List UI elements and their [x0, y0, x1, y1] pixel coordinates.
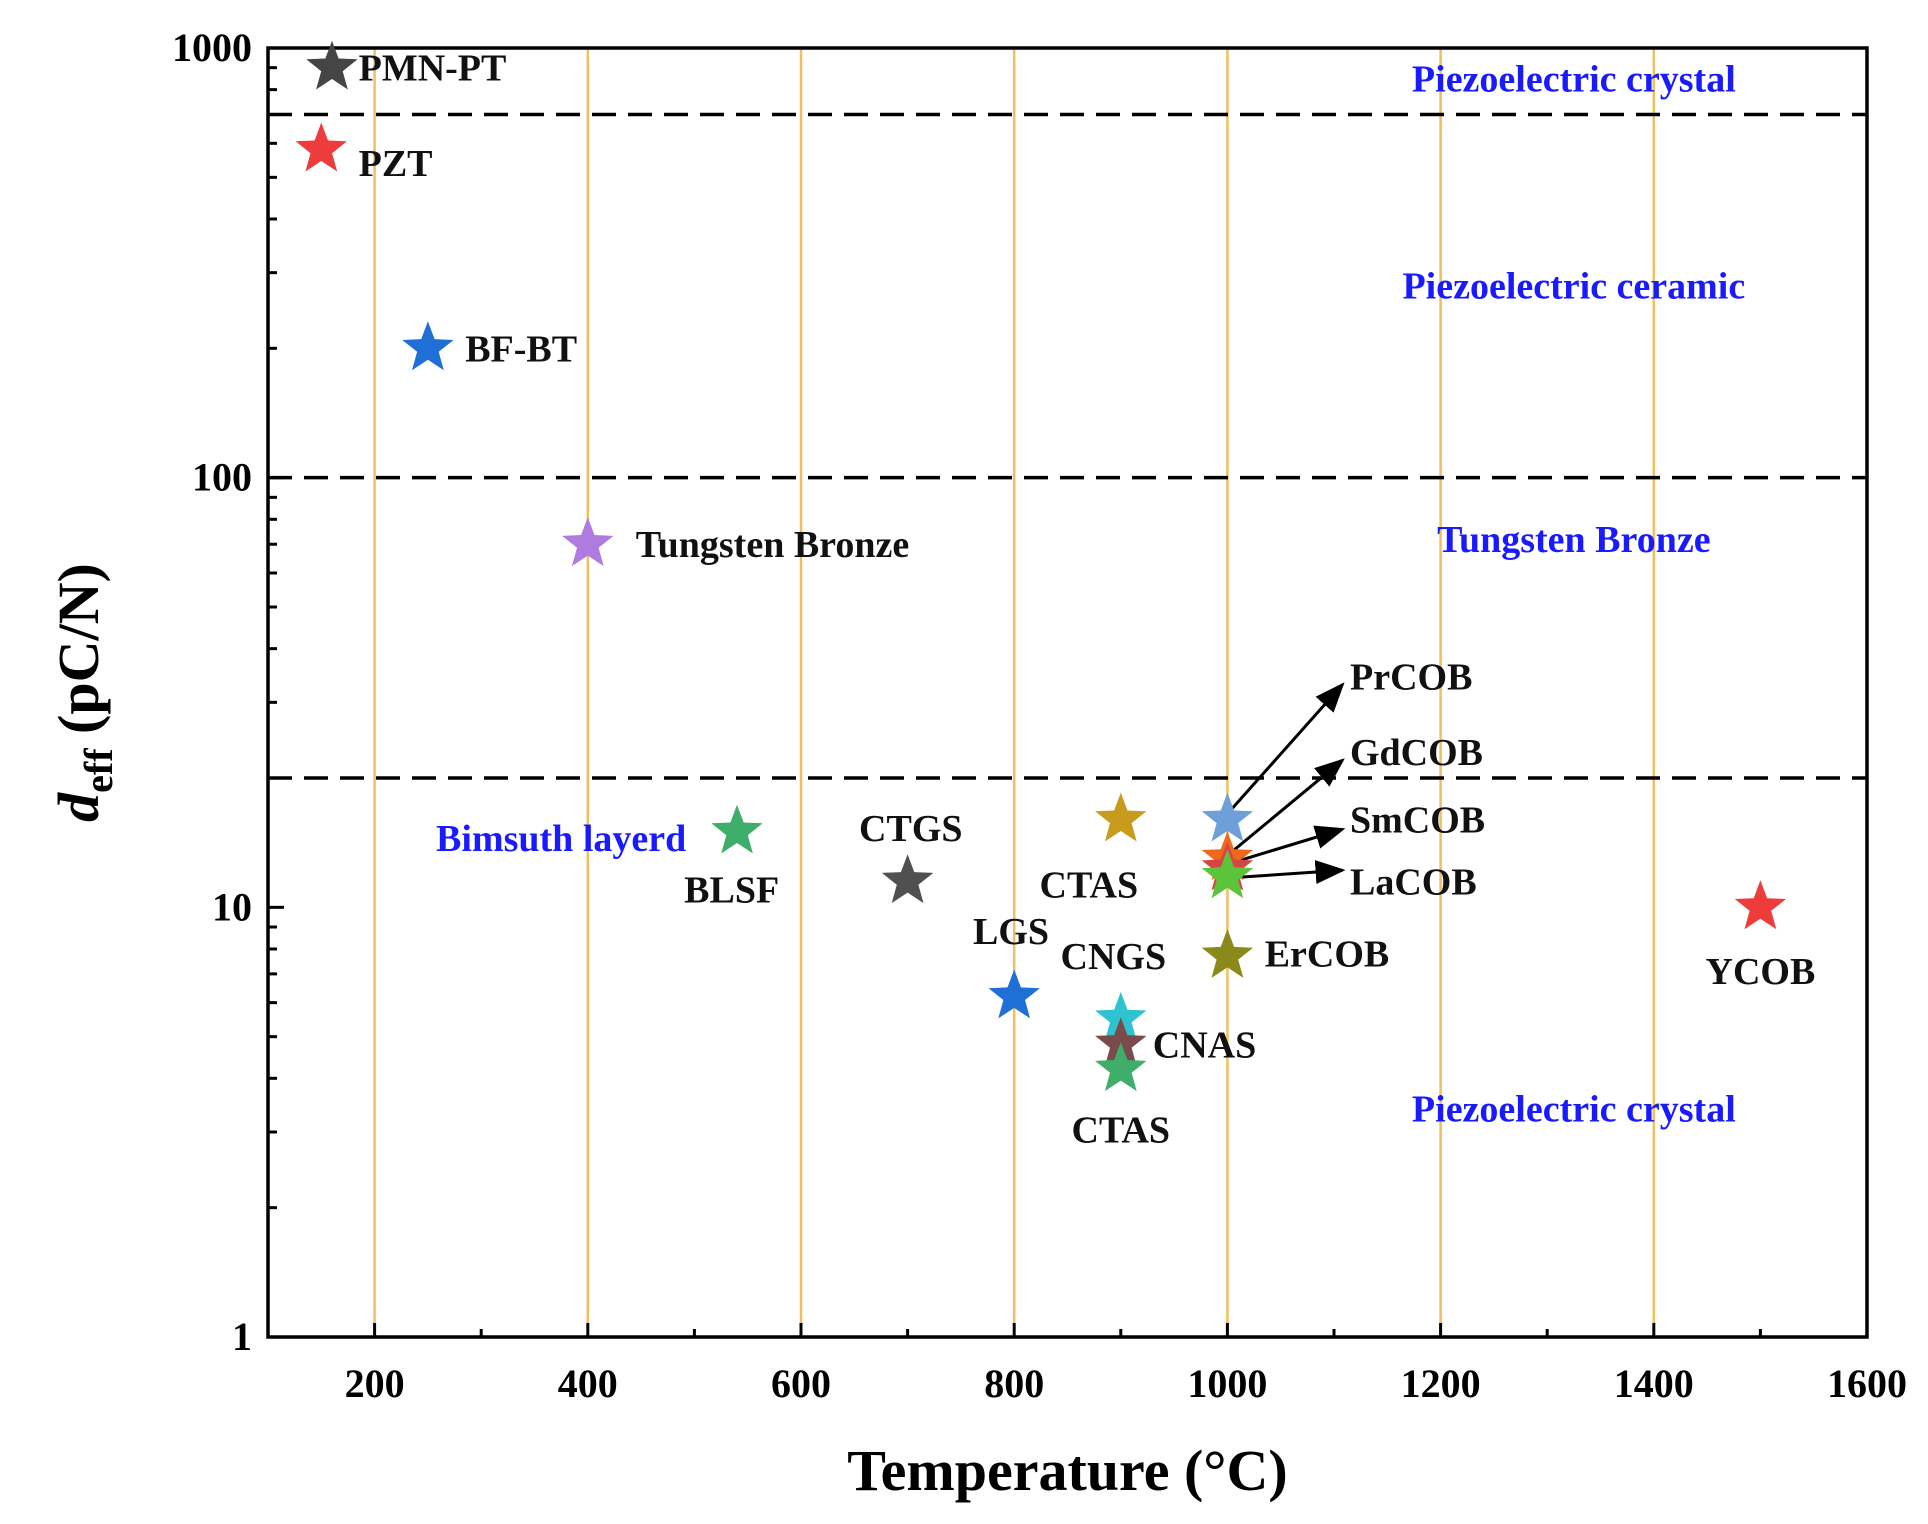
- point-label-prcob: PrCOB: [1350, 656, 1472, 698]
- annotation-arrow: [1226, 682, 1345, 815]
- data-point-cngs: [1095, 991, 1147, 1041]
- data-point-prcob: [1201, 792, 1254, 842]
- point-label-blsf: BLSF: [684, 870, 779, 912]
- data-point-lacob: [1201, 849, 1254, 899]
- data-point-pmn-pt: [306, 40, 358, 90]
- data-point-tungsten bronze: [562, 517, 614, 567]
- region-label: Piezoelectric crystal: [1412, 58, 1736, 100]
- data-point-bf-bt: [402, 321, 454, 371]
- point-label-smcob: SmCOB: [1350, 800, 1485, 842]
- region-label: Bimsuth layerd: [436, 818, 686, 860]
- y-axis-title: deff (pC/N): [46, 563, 121, 822]
- y-axis-title-symbol: d: [46, 792, 111, 822]
- x-tick-label: 1600: [1827, 1361, 1907, 1406]
- point-label-cnas: CNAS: [1153, 1024, 1256, 1066]
- data-point-ercob: [1201, 929, 1254, 978]
- x-tick-label: 1000: [1187, 1361, 1267, 1406]
- y-axis-title-unit: (pC/N): [46, 563, 111, 748]
- point-label-lgs: LGS: [973, 911, 1049, 953]
- data-point-ycob: [1734, 880, 1787, 930]
- y-tick-label: 10: [212, 884, 252, 929]
- point-label-ycob: YCOB: [1706, 951, 1816, 993]
- data-point-pzt: [295, 122, 347, 172]
- x-tick-label: 1200: [1401, 1361, 1481, 1406]
- x-tick-label: 600: [771, 1361, 831, 1406]
- point-label-pmn-pt: PMN-PT: [359, 48, 507, 90]
- region-label: Piezoelectric ceramic: [1402, 266, 1745, 308]
- point-label-ctas: CTAS: [1072, 1110, 1171, 1152]
- region-label: Tungsten Bronze: [1437, 519, 1710, 561]
- data-point-blsf: [711, 804, 763, 854]
- point-label-cngs: CNGS: [1061, 936, 1167, 978]
- x-tick-label: 200: [345, 1361, 405, 1406]
- y-axis-title-subscript: eff: [76, 748, 121, 793]
- point-label-ercob: ErCOB: [1265, 934, 1390, 976]
- y-tick-label: 100: [192, 455, 252, 500]
- annotation-arrow: [1226, 825, 1346, 866]
- annotation-arrow: [1227, 860, 1346, 885]
- x-tick-label: 1400: [1614, 1361, 1694, 1406]
- data-point-ctas: [1095, 792, 1147, 842]
- data-point-ctas: [1095, 1042, 1147, 1092]
- data-point-cnas: [1095, 1017, 1147, 1067]
- data-point-lgs: [988, 969, 1040, 1019]
- data-point-ctgs: [881, 854, 934, 904]
- point-label-bf-bt: BF-BT: [465, 328, 577, 370]
- point-label-lacob: LaCOB: [1350, 861, 1477, 903]
- plot-frame: [266, 46, 1869, 1339]
- point-label-tungsten bronze: Tungsten Bronze: [636, 524, 909, 566]
- region-label: Piezoelectric crystal: [1412, 1089, 1736, 1131]
- point-label-ctgs: CTGS: [859, 808, 962, 850]
- y-tick-label: 1: [232, 1314, 252, 1359]
- point-label-ctas: CTAS: [1040, 865, 1139, 907]
- point-label-pzt: PZT: [359, 143, 433, 185]
- x-tick-label: 400: [558, 1361, 618, 1406]
- x-axis-title: Temperature (°C): [847, 1438, 1287, 1503]
- point-label-gdcob: GdCOB: [1350, 732, 1483, 774]
- y-tick-label: 1000: [172, 25, 252, 70]
- x-tick-label: 800: [984, 1361, 1044, 1406]
- annotation-arrow: [1226, 758, 1345, 857]
